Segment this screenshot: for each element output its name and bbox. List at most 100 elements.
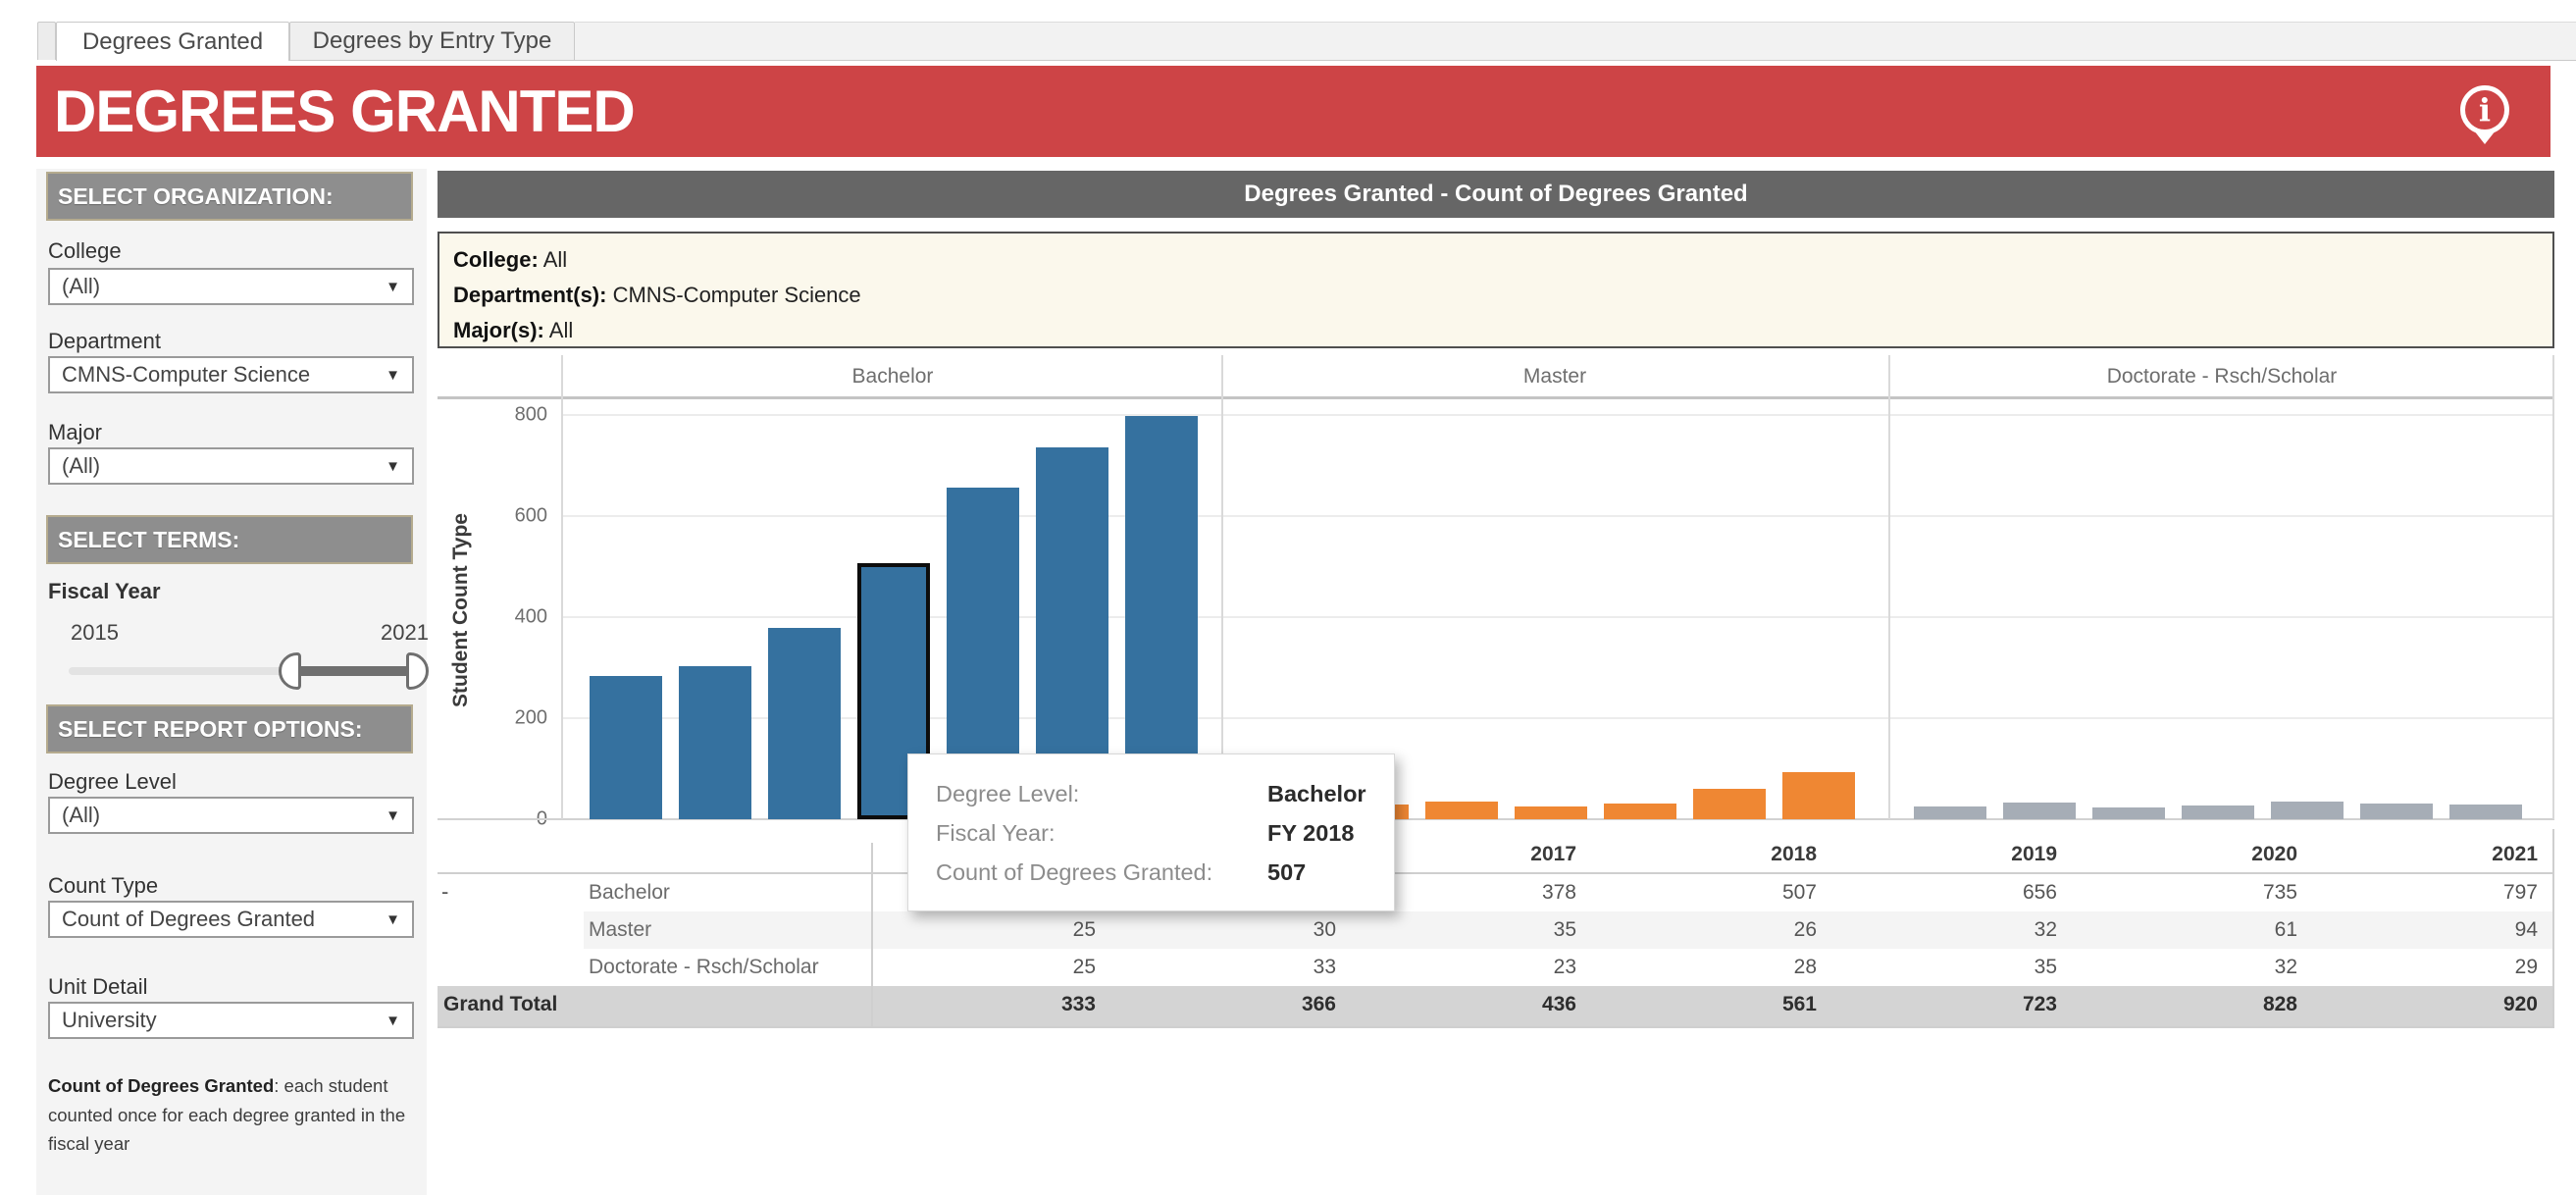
table-cell: 25 <box>1072 956 1096 978</box>
bar-bachelor-2021[interactable] <box>1125 416 1198 819</box>
table-cell: 26 <box>1793 918 1817 941</box>
org-filter-dropdown-1[interactable]: CMNS-Computer Science ▼ <box>48 356 414 393</box>
info-icon[interactable]: i <box>2460 85 2509 146</box>
dropdown-value: University <box>62 1008 157 1032</box>
grand-total-band <box>438 986 2554 1026</box>
table-cell: 25 <box>1072 918 1096 941</box>
chevron-down-icon: ▼ <box>386 457 400 475</box>
table-cell: 436 <box>1541 993 1576 1015</box>
table-bottom-line <box>438 1026 2554 1028</box>
table-cell: 828 <box>2262 993 2297 1015</box>
slider-handle-lower[interactable] <box>279 652 301 690</box>
bar-doctorate-rsch-scholar-2016[interactable] <box>2003 803 2076 819</box>
table-cell: 797 <box>2502 881 2538 904</box>
table-cell: 94 <box>2514 918 2538 941</box>
col-header-2018[interactable]: 2018 <box>1771 843 1817 865</box>
col-header-2017[interactable]: 2017 <box>1530 843 1576 865</box>
bar-bachelor-2016[interactable] <box>679 666 751 819</box>
col-header-2020[interactable]: 2020 <box>2251 843 2297 865</box>
fiscal-year-slider-range[interactable] <box>289 666 419 676</box>
y-axis-title: Student Count Type <box>449 513 472 707</box>
org-filter-dropdown-2[interactable]: (All) ▼ <box>48 447 414 485</box>
filter-summary-box: College: All Department(s): CMNS-Computer… <box>438 232 2554 348</box>
panel-divider-3 <box>2552 355 2554 819</box>
table-vertical-divider <box>871 843 873 1028</box>
collapse-control[interactable]: - <box>441 879 449 904</box>
tooltip-row-1: Fiscal Year: FY 2018 <box>936 813 1394 853</box>
bar-doctorate-rsch-scholar-2018[interactable] <box>2182 805 2254 819</box>
y-tick-600: 600 <box>514 504 547 527</box>
tooltip-row-0: Degree Level: Bachelor <box>936 774 1394 813</box>
tooltip-row-2: Count of Degrees Granted: 507 <box>936 853 1394 892</box>
bar-doctorate-rsch-scholar-2017[interactable] <box>2092 807 2165 819</box>
row-label-doctorate-rsch-scholar: Doctorate - Rsch/Scholar <box>589 956 819 978</box>
table-header-underline <box>438 872 2554 874</box>
fiscal-year-slider-track[interactable] <box>69 667 294 675</box>
table-cell: 32 <box>2034 918 2057 941</box>
bar-bachelor-2015[interactable] <box>590 676 662 819</box>
panel-header-0: Bachelor <box>851 365 934 388</box>
chevron-down-icon: ▼ <box>386 1012 400 1029</box>
tab-sliver[interactable] <box>37 22 56 60</box>
bar-bachelor-2017[interactable] <box>768 628 841 819</box>
org-filter-label-1: Department <box>48 329 161 353</box>
filter-summary-label: Major(s): <box>453 318 544 342</box>
filter-summary-line-0: College: All <box>453 247 568 272</box>
bar-doctorate-rsch-scholar-2020[interactable] <box>2360 804 2433 819</box>
panel-divider-2 <box>1888 355 1890 819</box>
chevron-down-icon: ▼ <box>386 910 400 928</box>
table-cell: 561 <box>1781 993 1817 1015</box>
tooltip-value: FY 2018 <box>1267 819 1355 846</box>
table-cell: 735 <box>2262 881 2297 904</box>
table-cell: 23 <box>1553 956 1576 978</box>
report-filter-dropdown-2[interactable]: University ▼ <box>48 1002 414 1039</box>
section-header-organization: SELECT ORGANIZATION: <box>46 172 413 221</box>
tab-label: Degrees by Entry Type <box>312 27 552 54</box>
section-header-terms: SELECT TERMS: <box>46 515 413 564</box>
y-tick-800: 800 <box>514 403 547 426</box>
dropdown-value: (All) <box>62 274 101 298</box>
x-axis-line <box>438 818 2554 820</box>
row-label-grand-total: Grand Total <box>443 993 558 1015</box>
tooltip-value: 507 <box>1267 858 1307 885</box>
footnote-term: Count of Degrees Granted <box>48 1075 275 1096</box>
tooltip: Degree Level: Bachelor Fiscal Year: FY 2018… <box>907 753 1395 911</box>
bar-doctorate-rsch-scholar-2015[interactable] <box>1914 806 1986 819</box>
gridline-600 <box>562 515 2553 517</box>
tooltip-value: Bachelor <box>1267 780 1366 806</box>
tab-strip-underline <box>289 60 2576 61</box>
table-cell: 30 <box>1313 918 1336 941</box>
table-cell: 29 <box>2514 956 2538 978</box>
table-cell: 28 <box>1793 956 1817 978</box>
section-header-report-options: SELECT REPORT OPTIONS: <box>46 704 413 753</box>
panel-divider-0 <box>561 355 563 819</box>
report-title: Degrees Granted - Count of Degrees Grant… <box>1244 181 1748 207</box>
report-filter-dropdown-1[interactable]: Count of Degrees Granted ▼ <box>48 901 414 938</box>
table-cell: 35 <box>2034 956 2057 978</box>
bar-doctorate-rsch-scholar-2019[interactable] <box>2271 802 2344 819</box>
bar-master-2021[interactable] <box>1782 772 1855 819</box>
panel-band-border <box>438 396 2554 399</box>
bar-doctorate-rsch-scholar-2021[interactable] <box>2449 805 2522 819</box>
bar-master-2020[interactable] <box>1693 789 1766 819</box>
table-cell: 366 <box>1301 993 1336 1015</box>
bar-master-2018[interactable] <box>1515 806 1587 819</box>
dropdown-value: Count of Degrees Granted <box>62 907 316 931</box>
org-filter-dropdown-0[interactable]: (All) ▼ <box>48 268 414 305</box>
table-cell: 378 <box>1541 881 1576 904</box>
col-header-2019[interactable]: 2019 <box>2011 843 2057 865</box>
filter-summary-label: Department(s): <box>453 283 607 307</box>
col-header-2021[interactable]: 2021 <box>2492 843 2538 865</box>
report-filter-dropdown-0[interactable]: (All) ▼ <box>48 797 414 834</box>
report-filter-label-0: Degree Level <box>48 769 177 794</box>
bar-master-2017[interactable] <box>1425 802 1498 819</box>
chevron-down-icon: ▼ <box>386 366 400 384</box>
dropdown-value: CMNS-Computer Science <box>62 362 311 387</box>
bar-master-2019[interactable] <box>1604 804 1676 819</box>
table-cell: 656 <box>2022 881 2057 904</box>
tab-degrees-granted[interactable]: Degrees Granted <box>56 22 289 61</box>
slider-handle-upper[interactable] <box>406 652 429 690</box>
row-label-master: Master <box>589 918 652 941</box>
panel-header-2: Doctorate - Rsch/Scholar <box>2106 365 2338 388</box>
tab-degrees-by-entry-type[interactable]: Degrees by Entry Type <box>289 22 575 60</box>
